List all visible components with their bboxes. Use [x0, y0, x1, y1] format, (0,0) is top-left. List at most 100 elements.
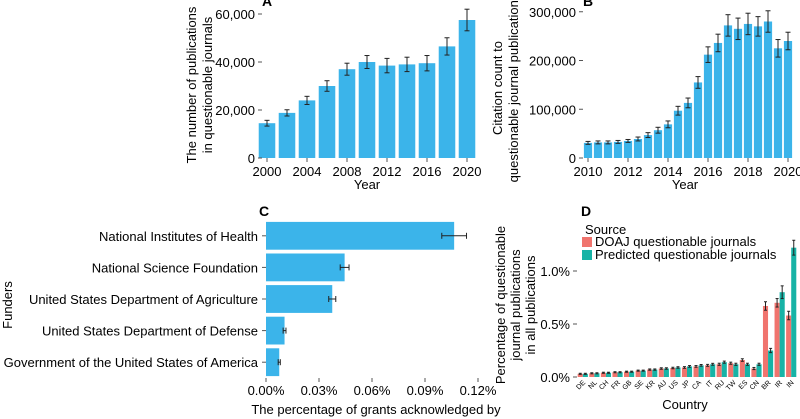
d-xtick-label: BR	[761, 379, 773, 391]
b-bar-2011.5	[613, 141, 623, 158]
a-bar-2006	[318, 86, 336, 158]
c-category-label: United States Department of Agriculture	[29, 292, 258, 307]
b-bar-2017.5	[733, 28, 743, 158]
b-bar-2015.5	[693, 82, 703, 158]
d-xtick-label: KR	[645, 379, 657, 391]
d-bar-RU-0	[716, 364, 722, 377]
panel-c: C Funders The percentage of grants ackno…	[0, 203, 501, 417]
b-bar-2019.5	[773, 48, 783, 158]
d-bar-IN-0	[786, 315, 792, 377]
c-xtick-label: 0.03%	[301, 383, 338, 398]
a-bar-2012	[378, 65, 396, 158]
panel-c-xlabel: The percentage of grants acknowledged by	[251, 402, 501, 417]
b-bar-2013	[643, 135, 653, 158]
b-bar-2013.5	[653, 130, 663, 158]
d-xtick-label: AU	[656, 379, 668, 391]
d-xtick-label: NL	[588, 379, 599, 390]
b-xtick-label: 2018	[734, 164, 763, 179]
d-xtick-label: TW	[725, 379, 738, 392]
panel-b-ylabel-line1: Citation count to	[490, 41, 505, 135]
b-ytick-label: 200,000	[529, 54, 576, 69]
d-ytick-label: 0.5%	[540, 317, 570, 332]
panel-d-xlabel: Country	[662, 397, 708, 412]
d-bar-IN-1	[791, 247, 797, 377]
d-bar-GB-0	[624, 371, 630, 377]
b-xtick-label: 2012	[614, 164, 643, 179]
b-bar-2015	[683, 102, 693, 158]
d-bar-AU-1	[663, 368, 669, 377]
d-xtick-label: SE	[634, 379, 646, 391]
panel-a: A The number of publications in question…	[184, 0, 481, 192]
d-bar-ES-1	[744, 364, 750, 377]
a-bar-2018	[438, 46, 456, 158]
d-bar-CA-1	[698, 365, 704, 377]
c-bar-2	[266, 285, 333, 313]
a-bar-2010	[358, 62, 376, 158]
legend-swatch-predicted	[582, 250, 592, 260]
c-bar-1	[266, 253, 345, 282]
panel-letter-d: D	[581, 203, 591, 219]
panel-c-ylabel: Funders	[0, 281, 15, 329]
d-bar-SE-0	[635, 370, 641, 377]
d-bar-IT-1	[710, 364, 716, 377]
panel-a-ylabel-line2: in questionable journals	[200, 16, 215, 153]
b-xtick-label: 2010	[574, 164, 603, 179]
d-bar-IR-0	[774, 302, 780, 377]
a-ytick-label: 40,000	[215, 55, 255, 70]
b-ytick-label: 300,000	[529, 5, 576, 20]
c-category-label: National Institutes of Health	[99, 229, 258, 244]
b-bar-2014.5	[673, 110, 683, 158]
d-bar-RU-1	[721, 362, 727, 377]
b-xtick-label: 2016	[694, 164, 723, 179]
d-bar-IR-1	[779, 292, 785, 377]
panel-b-ylabel: Citation count to questionable journal p…	[490, 0, 521, 182]
a-ytick-label: 60,000	[215, 7, 255, 22]
a-xtick-label: 2000	[253, 164, 282, 179]
panel-a-xlabel: Year	[354, 177, 381, 192]
d-bar-KR-1	[652, 369, 658, 377]
b-bar-2012	[623, 140, 633, 158]
b-xtick-label: 2020	[774, 164, 800, 179]
b-bar-2018.5	[753, 26, 763, 158]
legend-title: Source	[585, 222, 626, 237]
a-ytick-label: 20,000	[215, 103, 255, 118]
b-bar-2020	[783, 41, 793, 158]
a-bar-2020	[458, 20, 476, 158]
d-bar-ES-0	[739, 360, 745, 377]
b-bar-2010.5	[593, 142, 603, 158]
d-bar-CN-0	[751, 368, 757, 377]
d-xtick-label: CA	[691, 379, 703, 391]
b-bar-2019	[763, 21, 773, 158]
a-xtick-label: 2004	[293, 164, 322, 179]
panel-d-ylabel: Percentage of questionable journal publi…	[493, 226, 538, 384]
d-ytick-label: 0.0%	[540, 370, 570, 385]
d-xtick-label: JP	[681, 379, 692, 390]
d-xtick-label: GB	[621, 379, 633, 391]
panel-d: D Percentage of questionable journal pub…	[493, 203, 797, 412]
b-ytick-label: 0	[569, 151, 576, 166]
b-bar-2017	[723, 25, 733, 159]
d-xtick-label: ES	[738, 379, 750, 391]
b-bar-2016	[703, 54, 713, 158]
d-xtick-label: RU	[714, 379, 726, 391]
a-xtick-label: 2008	[333, 164, 362, 179]
panel-d-ylabel-line2: journal publications	[508, 249, 523, 362]
a-bar-2016	[418, 63, 436, 159]
a-bar-2004	[298, 100, 316, 158]
d-bar-NL-1	[594, 373, 600, 377]
b-bar-2010	[583, 142, 593, 158]
legend-swatch-doaj	[582, 237, 592, 247]
d-bar-TW-0	[728, 363, 734, 377]
panel-d-ylabel-line3: in all publications	[523, 255, 538, 355]
a-bar-2000	[258, 123, 276, 158]
panel-d-ylabel-line1: Percentage of questionable	[493, 226, 508, 384]
d-bar-DE-1	[582, 373, 588, 377]
b-bar-2016.5	[713, 42, 723, 159]
a-xtick-label: 2012	[373, 164, 402, 179]
d-xtick-label: CH	[598, 379, 610, 391]
d-bar-US-0	[670, 367, 676, 377]
d-xtick-label: CN	[749, 379, 761, 391]
b-bar-2018	[743, 23, 753, 158]
b-bar-2014	[663, 124, 673, 158]
panel-a-ylabel-line1: The number of publications	[184, 6, 199, 163]
